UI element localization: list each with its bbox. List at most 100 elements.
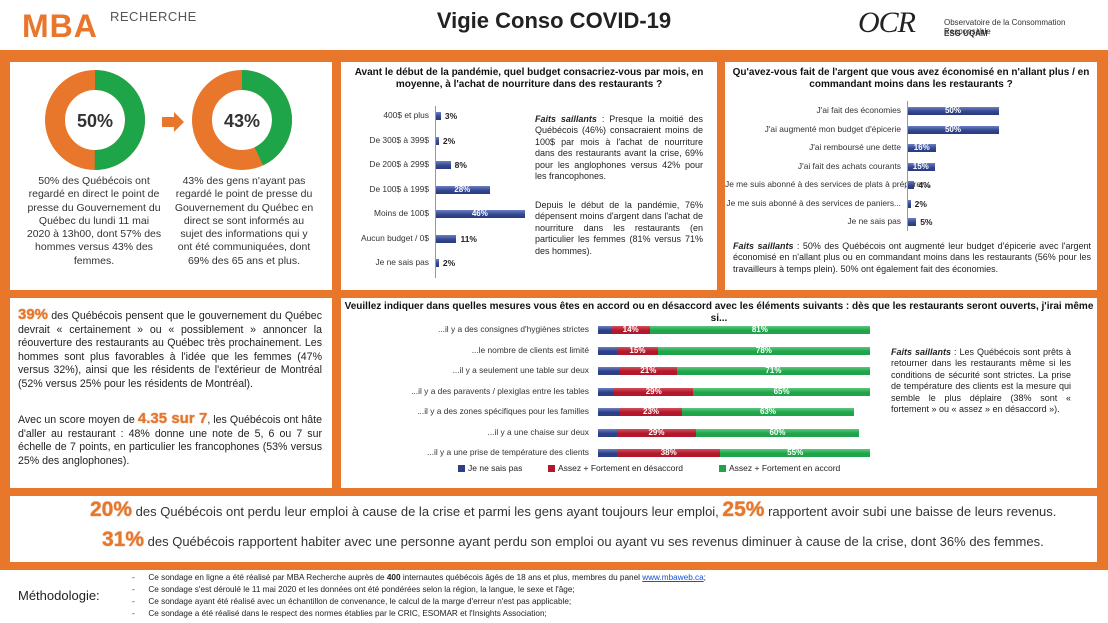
bar	[435, 234, 457, 243]
data-label: 5%	[920, 217, 933, 227]
bar	[907, 218, 917, 226]
stacked-bar-segment	[598, 449, 618, 457]
employment-line-2: 31% des Québécois rapportent habiter ave…	[102, 528, 1044, 552]
methodology-label: Méthodologie:	[18, 588, 100, 603]
data-label: 11%	[460, 233, 477, 244]
bar	[435, 112, 441, 120]
legend-dont-know: Je ne sais pas	[458, 463, 522, 473]
stacked-bar-segment	[598, 346, 618, 355]
highlight-25: 25%	[722, 498, 765, 521]
agreement-chart-panel: Veuillez indiquer dans quelles mesures v…	[341, 298, 1097, 488]
stacked-bar-segment	[598, 408, 620, 416]
highlights-text: : Les Québécois sont prêts à retourner d…	[891, 347, 1071, 415]
reopening-text-panel: 39% des Québécois pensent que le gouvern…	[10, 298, 332, 488]
data-label: 63%	[759, 407, 776, 416]
data-label: 81%	[751, 325, 768, 334]
category-label: Moins de 100$	[374, 208, 429, 218]
method-text: Ce sondage en ligne a été réalisé par MB…	[148, 573, 387, 582]
legend-disagree: Assez + Fortement en désaccord	[548, 463, 683, 473]
budget-chart-title: Avant le début de la pandémie, quel budg…	[354, 67, 704, 90]
highlights-label: Faits saillants	[733, 241, 794, 251]
data-label: 21%	[640, 366, 657, 375]
mba-logo-subtext: RECHERCHE	[110, 9, 197, 24]
category-label: Aucun budget / 0$	[361, 232, 429, 243]
category-label: ...il y a seulement une table sur deux	[452, 365, 589, 375]
data-label: 3%	[444, 111, 458, 121]
donut-1-text: 50% des Québécois ont regardé en direct …	[26, 175, 162, 267]
method-text: ;	[703, 573, 706, 582]
donut-chart-2	[192, 70, 292, 170]
category-label: J'ai augmenté mon budget d'épicerie	[764, 123, 901, 134]
reopening-text: des Québécois pensent que le gouvernemen…	[18, 310, 322, 390]
bar	[907, 162, 935, 171]
highlight-39: 39%	[18, 306, 49, 323]
donut-slice-value	[45, 70, 145, 170]
highlights-label: Faits saillants	[891, 347, 952, 357]
category-label: ...il y a des zones spécifiques pour les…	[417, 406, 589, 416]
budget-chart-panel: Avant le début de la pandémie, quel budg…	[341, 62, 717, 290]
score-text-a: Avec un score moyen de	[18, 414, 138, 426]
category-label: ...il y a une prise de température des c…	[427, 447, 589, 457]
employment-line-1: 20% des Québécois ont perdu leur emploi …	[90, 498, 1056, 522]
category-label: J'ai remboursé une dette	[809, 142, 901, 152]
data-label: 2%	[442, 258, 456, 268]
reopening-paragraph: 39% des Québécois pensent que le gouvern…	[18, 306, 322, 391]
legend-label: Je ne sais pas	[468, 463, 523, 473]
budget-highlights: Faits saillants : Presque la moitié des …	[535, 114, 703, 182]
highlight-score: 4.35 sur 7	[137, 410, 208, 427]
bar	[907, 181, 915, 189]
data-label: 38%	[660, 448, 677, 457]
method-text: internautes québécois âgés de 18 ans et …	[400, 573, 643, 582]
data-label: 23%	[643, 407, 660, 416]
category-label: ...le nombre de clients est limité	[471, 344, 589, 355]
savings-chart-panel: Qu'avez-vous fait de l'argent que vous a…	[725, 62, 1097, 290]
data-label: 71%	[765, 366, 782, 375]
stacked-bar-segment	[693, 387, 870, 396]
category-label: Je ne sais pas	[847, 216, 901, 226]
data-label: 65%	[773, 386, 790, 396]
highlight-31: 31%	[102, 528, 145, 551]
highlights-label: Faits saillants	[535, 114, 597, 124]
category-label: J'ai fait des achats courants	[797, 160, 901, 171]
category-label: Je me suis abonné à des services de pani…	[726, 197, 901, 208]
methodology-line-2: - Ce sondage s'est déroulé le 11 mai 202…	[132, 585, 575, 594]
legend-swatch-blue	[458, 464, 465, 472]
category-label: Je me suis abonné à des services de plat…	[725, 179, 931, 189]
ocr-logo-text: OCR	[858, 6, 916, 39]
bar	[907, 199, 911, 208]
data-label: 60%	[769, 427, 786, 437]
legend-label: Assez + Fortement en accord	[729, 463, 841, 473]
stacked-bar-segment	[619, 367, 677, 375]
data-label: 28%	[454, 184, 471, 194]
bar	[907, 125, 999, 134]
employment-panel: 20% des Québécois ont perdu leur emploi …	[10, 496, 1097, 562]
savings-chart-title: Qu'avez-vous fait de l'argent que vous a…	[732, 67, 1090, 90]
category-label: ...il y a une chaise sur deux	[487, 426, 590, 437]
category-label: 400$ et plus	[383, 110, 429, 120]
category-label: De 100$ à 199$	[369, 183, 429, 194]
data-label: 2%	[914, 198, 927, 209]
score-paragraph: Avec un score moyen de 4.35 sur 7, les Q…	[18, 410, 322, 468]
method-sample-size: 400	[386, 573, 401, 582]
stacked-bar-segment	[720, 449, 870, 457]
donuts-panel: 50% 43% 50% des Québécois ont regardé en…	[10, 62, 332, 290]
legend-swatch-green	[719, 464, 726, 472]
stacked-bar-segment	[617, 428, 696, 437]
legend-label: Assez + Fortement en désaccord	[558, 463, 683, 473]
category-label: De 200$ à 299$	[369, 159, 429, 169]
methodology-line-3: - Ce sondage ayant été réalisé avec un é…	[132, 597, 572, 606]
mbaweb-link[interactable]: www.mbaweb.ca	[642, 573, 704, 582]
employment-text-2: des Québécois rapportent habiter avec un…	[144, 534, 1044, 549]
savings-highlights: Faits saillants : 50% des Québécois ont …	[733, 241, 1091, 275]
stacked-bar-segment	[611, 326, 650, 334]
method-text: Ce sondage a été réalisé dans le respect…	[148, 609, 547, 618]
data-label: 50%	[944, 106, 961, 115]
data-label: 2%	[442, 135, 456, 146]
axis-line	[435, 106, 436, 278]
highlights-text-1: : Presque la moitié des Québécois (46%) …	[535, 114, 703, 182]
bar	[435, 185, 490, 194]
highlight-20: 20%	[90, 498, 133, 521]
category-label: ...il y a des consignes d'hygiènes stric…	[437, 324, 589, 334]
data-label: 16%	[913, 143, 930, 152]
category-label: J'ai fait des économies	[816, 105, 901, 115]
